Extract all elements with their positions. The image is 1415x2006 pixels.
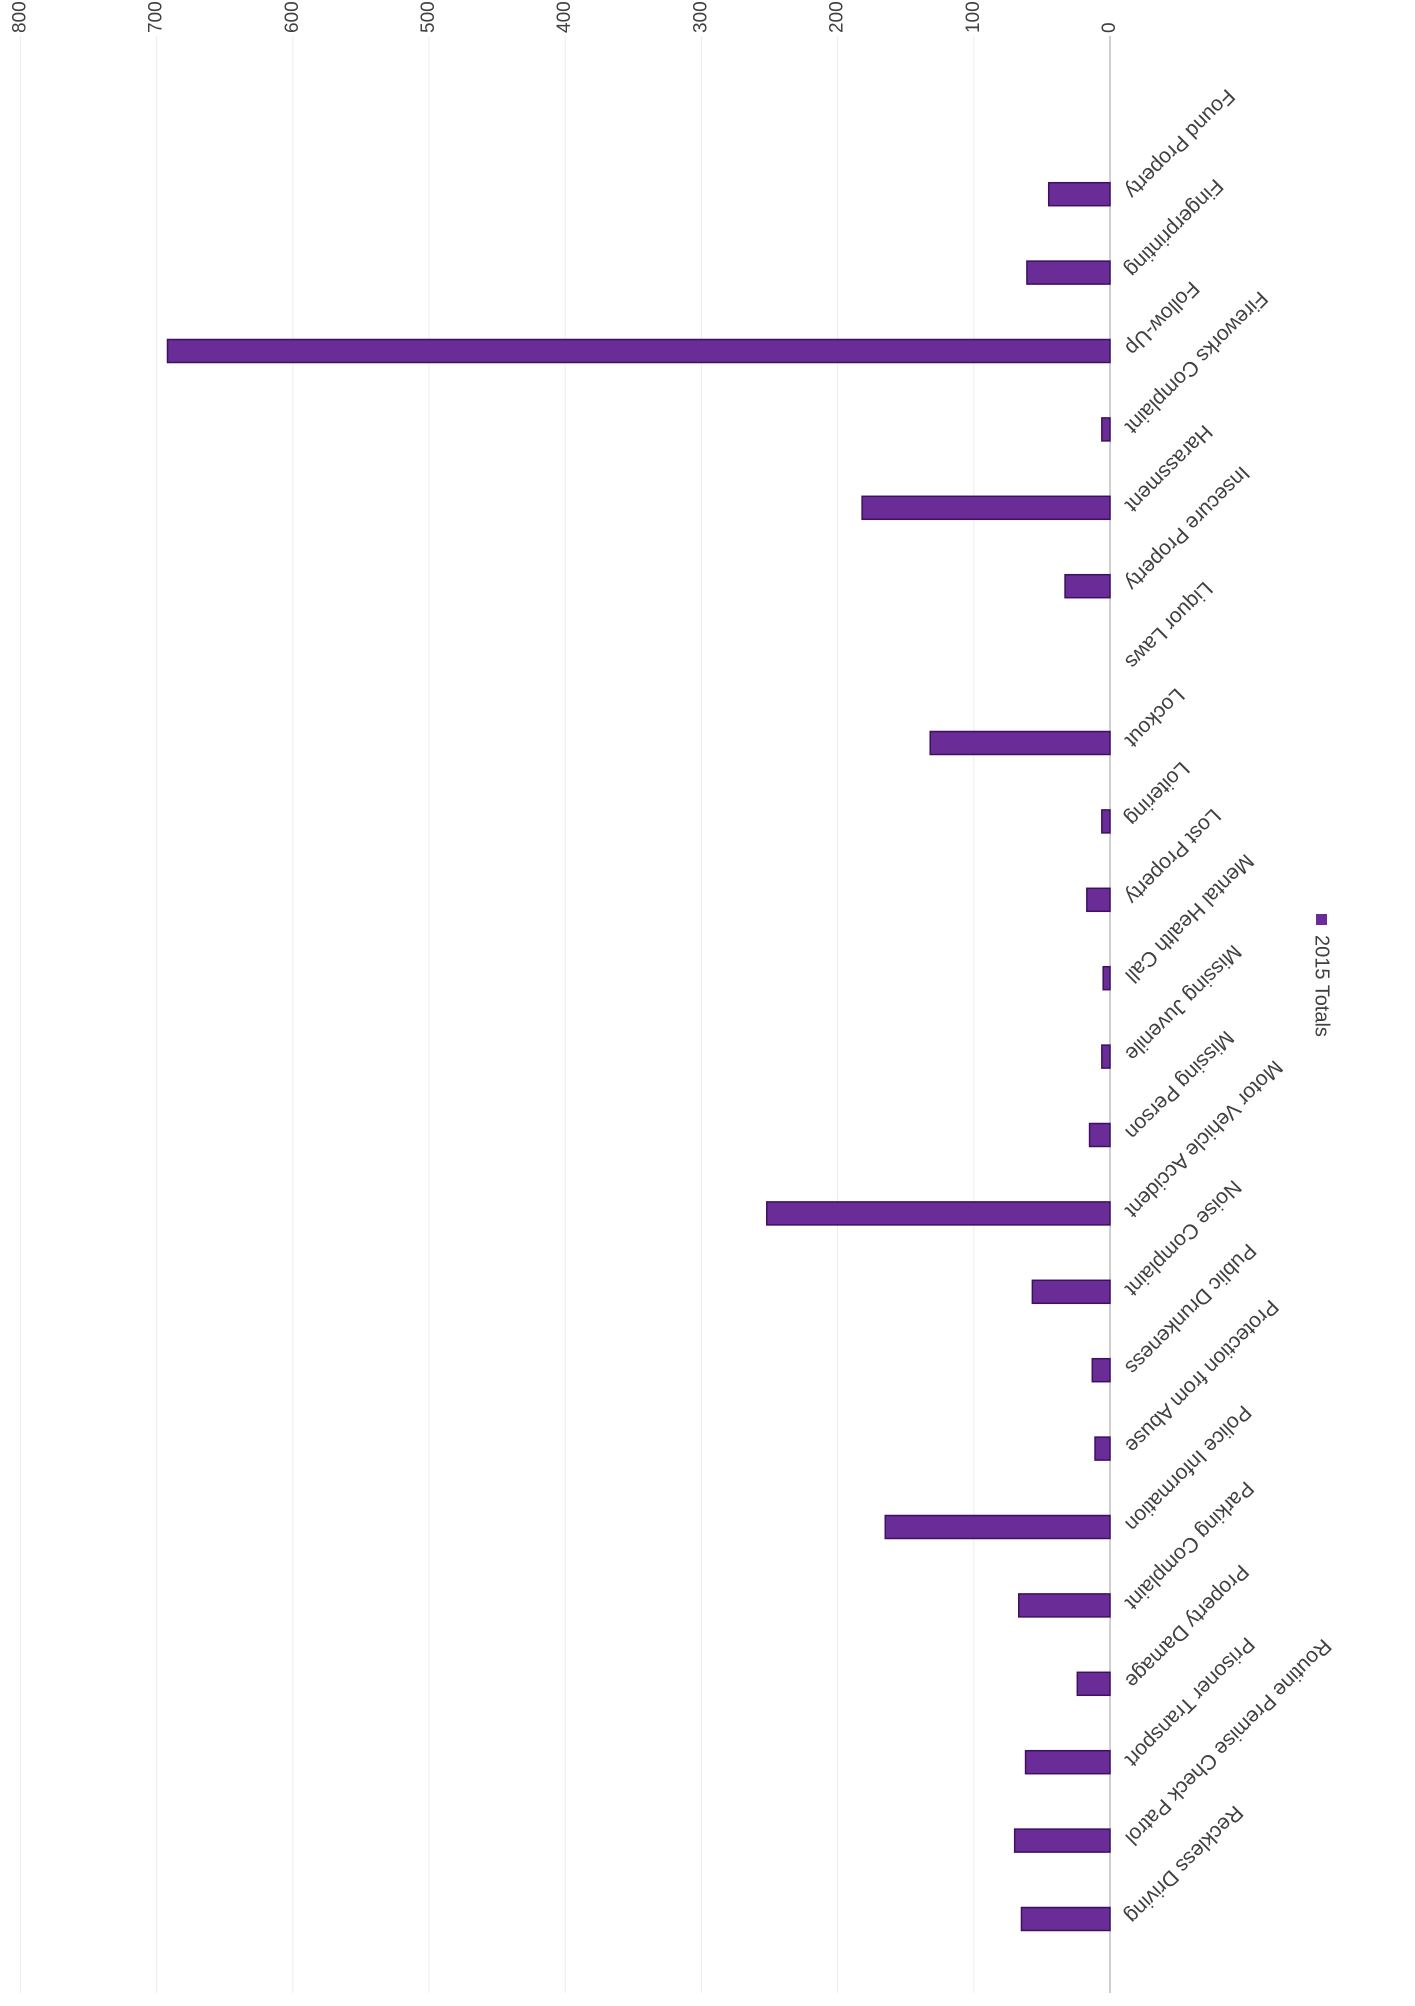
category-label-mental-health-call: Mental Health Call (1120, 849, 1258, 987)
bars (166, 181, 1111, 1932)
bar-prisoner-transport (1024, 1749, 1111, 1775)
category-label-public-drunkeness: Public Drunkeness (1120, 1239, 1260, 1379)
legend-label: 2015 Totals (1311, 935, 1333, 1037)
tick-label-100: 100 (963, 1, 984, 33)
category-label-loitering: Loitering (1120, 757, 1193, 830)
bar-lockout (929, 730, 1111, 756)
bar-lost-property (1086, 887, 1111, 913)
tick-label-600: 600 (282, 1, 303, 33)
legend-swatch (1316, 914, 1327, 925)
bar-noise-complaint (1031, 1279, 1111, 1305)
tick-label-200: 200 (827, 1, 848, 33)
category-label-prisoner-transport: Prisoner Transport (1120, 1633, 1259, 1772)
bar-property-damage (1076, 1671, 1111, 1697)
legend: 2015 Totals (1311, 914, 1333, 1037)
bar-public-drunkeness (1091, 1357, 1111, 1383)
value-tick-labels: 0 100 200 300 400 500 600 700 800 (9, 1, 1120, 33)
bar-insecure-property (1064, 573, 1111, 599)
bar-loitering (1101, 809, 1111, 834)
bar-protection-from-abuse (1094, 1436, 1111, 1461)
category-label-motor-vehicle-accident: Motor Vehicle Accident (1120, 1056, 1287, 1223)
tick-label-300: 300 (690, 1, 711, 33)
tick-label-500: 500 (418, 1, 439, 33)
tick-label-0: 0 (1099, 22, 1120, 33)
bar-found-property (1047, 181, 1111, 207)
bar-fireworks-complaint (1101, 417, 1111, 442)
gridlines (19, 36, 975, 1993)
category-label-protection-from-abuse: Protection from Abuse (1120, 1295, 1282, 1457)
category-label-fireworks-complaint: Fireworks Complaint (1120, 287, 1272, 439)
bar-follow-up (166, 338, 1111, 364)
category-label-lockout: Lockout (1120, 683, 1188, 751)
bar-fingerprinting (1026, 260, 1111, 285)
tick-label-400: 400 (554, 1, 575, 33)
bar-routine-premise-check-patrol (1013, 1828, 1111, 1853)
bar-motor-vehicle-accident (766, 1201, 1111, 1226)
category-label-parking-complaint: Parking Complaint (1120, 1477, 1258, 1615)
bar-harassment (861, 495, 1111, 521)
category-label-follow-up: Follow-Up (1120, 277, 1203, 360)
bar-missing-juvenile (1101, 1044, 1111, 1069)
bar-reckless-driving (1020, 1906, 1111, 1932)
bar-police-information (884, 1514, 1111, 1540)
bar-mental-health-call (1102, 965, 1111, 991)
bar-missing-person (1088, 1122, 1111, 1148)
tick-label-700: 700 (146, 1, 167, 33)
bar-parking-complaint (1017, 1593, 1111, 1618)
tick-label-800: 800 (9, 1, 30, 33)
